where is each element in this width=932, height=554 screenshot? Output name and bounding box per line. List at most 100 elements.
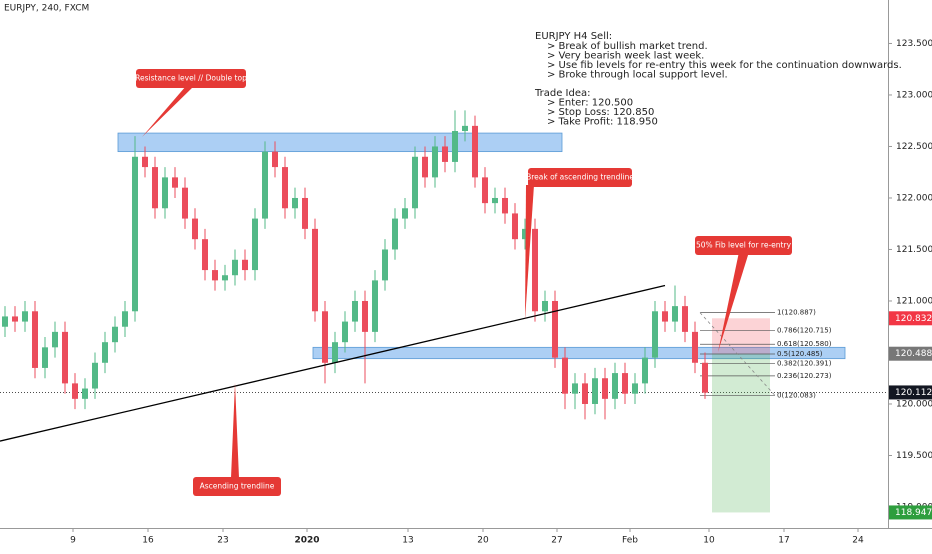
candle-body bbox=[252, 218, 258, 271]
note-point: > Very bearish week last week. bbox=[547, 51, 704, 62]
x-tick-label: 17 bbox=[778, 536, 789, 546]
candle-body bbox=[232, 259, 238, 276]
price-tag-label: 120.112 bbox=[895, 388, 932, 398]
y-tick-label: 119.500 bbox=[896, 451, 932, 461]
candle-body bbox=[512, 213, 518, 240]
fib-label: 0(120.083) bbox=[777, 391, 816, 399]
price-tag bbox=[889, 385, 932, 400]
candle-body bbox=[612, 373, 618, 399]
x-tick-label: 2020 bbox=[294, 536, 319, 546]
candle-body bbox=[442, 146, 448, 162]
price-tag-label: 118.947 bbox=[895, 508, 932, 518]
candle-body bbox=[462, 125, 468, 132]
callout: 50% Fib level for re-entry bbox=[695, 236, 792, 352]
candle-body bbox=[182, 187, 188, 219]
x-tick-label: 10 bbox=[703, 536, 715, 546]
callout: Resistance level // Double top bbox=[135, 69, 247, 137]
candle-body bbox=[552, 300, 558, 358]
candle-body bbox=[162, 177, 168, 209]
note-point: > Break of bullish market trend. bbox=[547, 41, 708, 52]
candle-body bbox=[92, 362, 98, 389]
zone bbox=[312, 346, 846, 360]
chart-title: EURJPY, 240, FXCM bbox=[4, 4, 89, 14]
candle-body bbox=[302, 197, 308, 229]
callout-text: Break of ascending trendline bbox=[526, 173, 634, 182]
price-tag bbox=[889, 505, 932, 520]
candle-body bbox=[672, 306, 678, 322]
x-tick-label: Feb bbox=[622, 536, 638, 546]
candle-body bbox=[402, 208, 408, 219]
candle-body bbox=[632, 383, 638, 394]
note-point: > Broke through local support level. bbox=[547, 70, 728, 81]
candle-body bbox=[412, 156, 418, 209]
fib-label: 0.382(120.391) bbox=[777, 360, 832, 368]
x-tick-label: 13 bbox=[402, 536, 413, 546]
candle-body bbox=[242, 259, 248, 271]
candle-body bbox=[452, 131, 458, 162]
candle-body bbox=[262, 151, 268, 219]
candle-body bbox=[312, 228, 318, 312]
candle-body bbox=[62, 331, 68, 384]
callout-text: Ascending trendline bbox=[200, 482, 275, 491]
fib-label: 0.786(120.715) bbox=[777, 326, 832, 334]
callout-box bbox=[193, 477, 281, 496]
zone bbox=[117, 132, 563, 153]
callout-box bbox=[528, 168, 632, 187]
target-zone bbox=[712, 353, 770, 513]
candle-body bbox=[582, 383, 588, 404]
candle-body bbox=[102, 342, 108, 363]
fib-label: 1(120.887) bbox=[777, 309, 816, 317]
candle-body bbox=[192, 218, 198, 240]
callout-pointer bbox=[718, 252, 749, 352]
y-tick-label: 121.000 bbox=[896, 296, 932, 306]
candle-body bbox=[522, 228, 528, 240]
candle-body bbox=[152, 167, 158, 209]
candle-body bbox=[592, 378, 598, 404]
candle-body bbox=[22, 311, 28, 322]
x-tick-label: 23 bbox=[217, 536, 228, 546]
x-tick-label: 16 bbox=[142, 536, 154, 546]
callout-text: 50% Fib level for re-entry bbox=[696, 241, 792, 250]
callout-pointer bbox=[525, 185, 534, 320]
candle-body bbox=[482, 177, 488, 204]
candle-body bbox=[42, 347, 48, 368]
candle-body bbox=[352, 300, 358, 322]
candle-body bbox=[562, 357, 568, 394]
callout-box bbox=[136, 69, 246, 88]
candle-body bbox=[382, 249, 388, 281]
candle-body bbox=[572, 383, 578, 394]
y-tick-label: 123.000 bbox=[896, 90, 932, 100]
candle-body bbox=[692, 331, 698, 363]
candle-body bbox=[342, 321, 348, 343]
y-tick-label: 120.000 bbox=[896, 399, 932, 409]
callout: Break of ascending trendline bbox=[525, 168, 634, 320]
candle-body bbox=[82, 388, 88, 399]
note-point: > Enter: 120.500 bbox=[547, 98, 633, 109]
y-tick-label: 122.500 bbox=[896, 142, 932, 152]
candle-body bbox=[472, 125, 478, 178]
candle-body bbox=[282, 167, 288, 209]
callout-pointer bbox=[231, 383, 239, 478]
candle-body bbox=[532, 228, 538, 312]
candle-body bbox=[602, 378, 608, 399]
note-point: > Use fib levels for re-entry this week … bbox=[547, 60, 902, 71]
y-tick-label: 122.000 bbox=[896, 193, 932, 203]
candle-body bbox=[682, 306, 688, 332]
price-tag-label: 120.832 bbox=[895, 314, 932, 324]
candle-body bbox=[652, 311, 658, 358]
candle-body bbox=[202, 239, 208, 271]
candle-body bbox=[422, 156, 428, 178]
candle-body bbox=[662, 311, 668, 322]
candle-body bbox=[392, 218, 398, 250]
candle-body bbox=[502, 197, 508, 214]
candle-body bbox=[132, 156, 138, 312]
candle-body bbox=[292, 197, 298, 209]
fib-label: 0.236(120.273) bbox=[777, 372, 832, 380]
callout-pointer bbox=[142, 86, 194, 137]
candle-body bbox=[32, 311, 38, 368]
candle-body bbox=[332, 342, 338, 363]
x-tick-label: 27 bbox=[551, 536, 562, 546]
y-tick-label: 123.500 bbox=[896, 39, 932, 49]
